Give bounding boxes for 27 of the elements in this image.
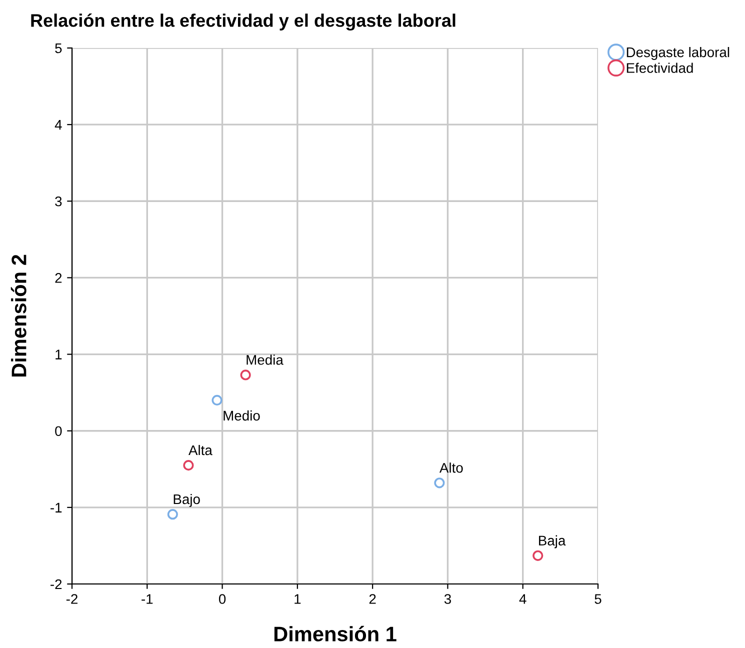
chart-title: Relación entre la efectividad y el desgaste laboral <box>31 13 456 31</box>
x-tick-label: 0 <box>218 594 226 604</box>
y-tick-label: 1 <box>56 350 62 360</box>
y-tick-label: 4 <box>54 120 62 130</box>
x-tick-label: -1 <box>142 594 153 604</box>
annotation: Bajo <box>174 494 200 507</box>
x-tick-label: -2 <box>66 594 78 604</box>
x-tick-label: 3 <box>444 594 451 604</box>
y-tick-label: 3 <box>55 196 62 206</box>
legend-label: Efectividad <box>626 62 693 73</box>
y-tick-label: -1 <box>50 502 62 512</box>
annotation: Alto <box>439 462 463 473</box>
x-tick-label: 5 <box>594 594 602 604</box>
annotation: Media <box>246 354 284 365</box>
y-axis-title: Dimensión 2 <box>10 254 26 377</box>
y-tick-label: -2 <box>50 579 62 590</box>
x-tick-label: 4 <box>519 594 526 604</box>
y-tick-label: 5 <box>55 43 62 54</box>
annotation: Alta <box>188 444 212 456</box>
x-tick-label: 1 <box>294 594 301 604</box>
y-tick-label: 2 <box>55 273 62 283</box>
annotation: Medio <box>224 410 260 421</box>
legend-label: Desgaste laboral <box>626 47 730 60</box>
annotation: Baja <box>539 535 566 548</box>
x-axis-title: Dimensión 1 <box>274 626 396 642</box>
x-tick-label: 2 <box>369 594 376 604</box>
y-tick-label: 0 <box>55 426 62 436</box>
